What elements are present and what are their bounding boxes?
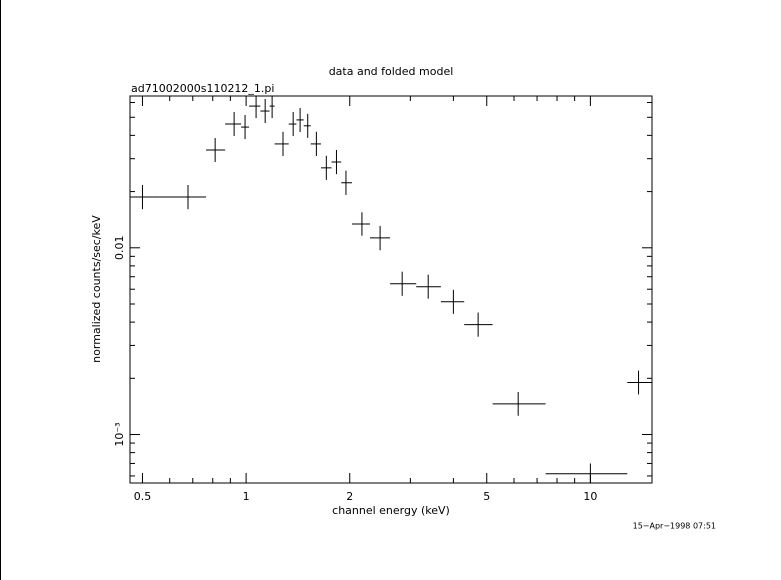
x-axis-label: channel energy (keV) [332,504,450,517]
chart-subtitle: ad71002000s110212_1.pi [131,82,274,95]
x-tick-label: 1 [243,490,250,503]
y-axis-label: normalized counts/sec/keV [90,215,103,363]
y-tick-label: 10⁻³ [113,422,126,446]
x-tick-label: 0.5 [134,490,152,503]
data-area [130,96,652,483]
x-tick-label: 2 [346,490,353,503]
timestamp: 15−Apr−1998 07:51 [633,522,716,531]
x-tick-label: 5 [483,490,490,503]
chart-title: data and folded model [329,65,454,78]
y-tick-label: 0.01 [113,236,126,261]
x-tick-label: 10 [583,490,597,503]
plot-frame [129,95,653,484]
